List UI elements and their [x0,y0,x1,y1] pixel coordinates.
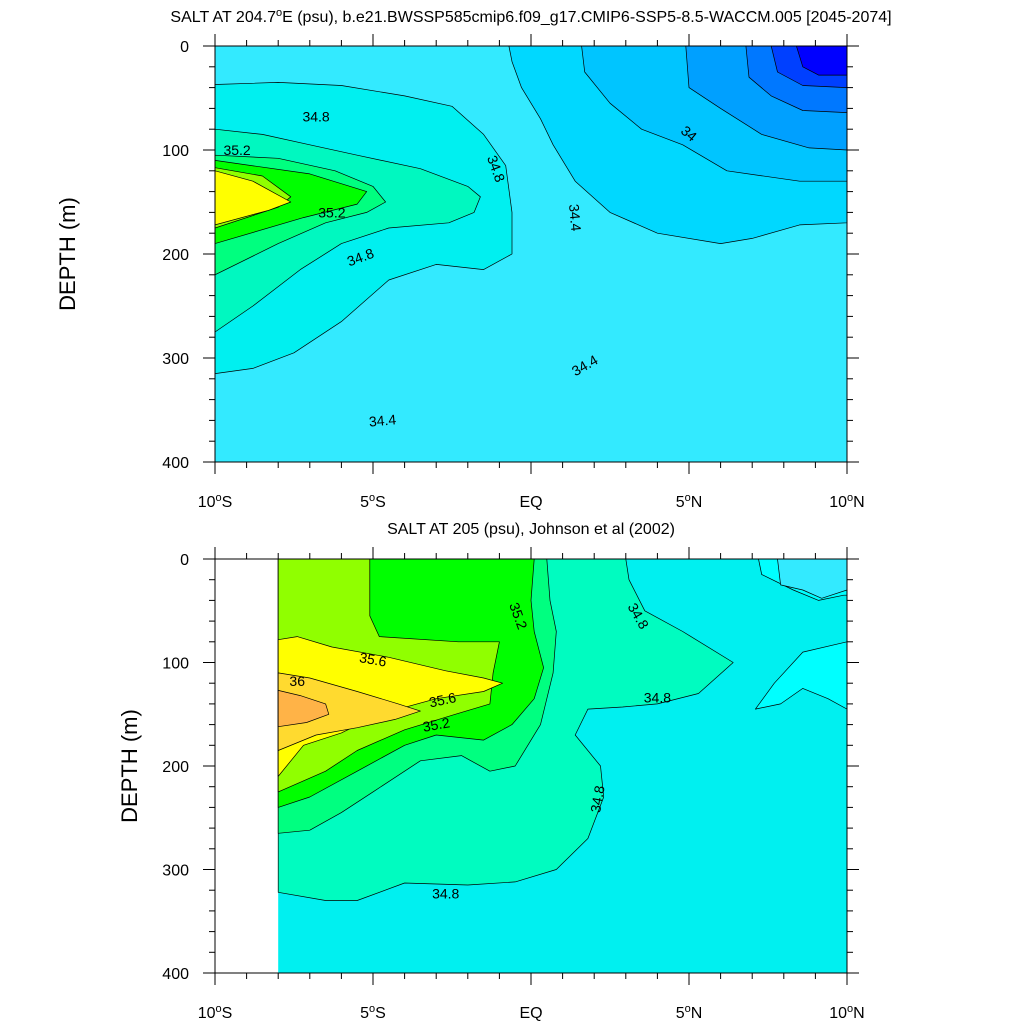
contour-region-33.4 [796,46,847,76]
contour-region-34.4 [777,559,847,599]
x-tick-label: EQ [519,1005,542,1022]
contour-label: 34.8 [432,885,459,901]
contour-label: 35.6 [428,689,458,710]
contour-label-text: 35.2 [223,142,250,158]
contour-label-text: 35.6 [428,689,458,710]
x-tick-label: 5oS [360,492,386,511]
y-tick-label: 0 [180,552,189,569]
contour-label-text: 34.4 [566,203,584,232]
x-tick-label: 5oS [360,1003,386,1022]
contour-label: 34.8 [644,690,671,706]
chart-panel-1: 34.835.234.835.2 34.434.834.434.434010020… [55,7,892,511]
plot-area: 34.835.234.835.2 34.434.834.434.434 [215,46,847,462]
contour-label-text: 36 [289,673,305,689]
y-tick-label: 300 [162,351,189,368]
y-axis-label: DEPTH (m) [117,709,142,823]
y-tick-label: 100 [162,143,189,160]
contour-region-34.6 [755,641,847,710]
contour-region-36 [277,690,330,728]
x-tick-label: 10oN [829,492,864,511]
contour-label: 34.4 [566,203,584,232]
x-tick-label: EQ [519,494,542,511]
contour-region-35.8 [277,672,421,751]
x-tick-label: 5oN [676,492,703,511]
contour-label: 34.8 [302,109,329,125]
contour-label: 34.8 [587,784,608,814]
contour-label: 35.2 [223,142,250,158]
chart-title: SALT AT 205 (psu), Johnson et al (2002) [387,521,675,538]
x-tick-label: 5oN [676,1003,703,1022]
y-tick-label: 100 [162,656,189,673]
contour-label-text: 34.8 [432,885,459,901]
contour-label: 34.4 [368,411,397,429]
x-tick-label: 10oS [198,1003,233,1022]
y-axis-label: DEPTH (m) [55,197,80,311]
contour-label-text: 34.4 [368,411,397,429]
y-tick-label: 0 [180,39,189,56]
y-tick-label: 400 [162,455,189,472]
y-tick-label: 200 [162,247,189,264]
contour-region-35.6 [215,170,292,226]
contour-label-text: 34.8 [302,109,329,125]
contour-label-text: 34.8 [587,784,608,814]
chart-title: SALT AT 204.7oE (psu), b.e21.BWSSP585cmi… [170,7,891,26]
contour-label: 35.6 [358,649,388,670]
contour-label: 36 [289,673,305,689]
x-tick-label: 10oS [198,492,233,511]
y-tick-label: 200 [162,759,189,776]
contour-label: 35.2 [421,714,451,735]
contour-label-text: 34.8 [644,690,671,706]
x-tick-label: 10oN [829,1003,864,1022]
contour-label-text: 35.2 [318,204,345,220]
contour-label-text: 35.2 [421,714,451,735]
contour-label: 35.2 [318,204,345,220]
contour-label-text: 35.6 [358,649,388,670]
y-tick-label: 400 [162,966,189,983]
y-tick-label: 300 [162,863,189,880]
chart-panel-2: 35.2 34.835.63635.635.234.834.834.8010020… [117,521,865,1022]
